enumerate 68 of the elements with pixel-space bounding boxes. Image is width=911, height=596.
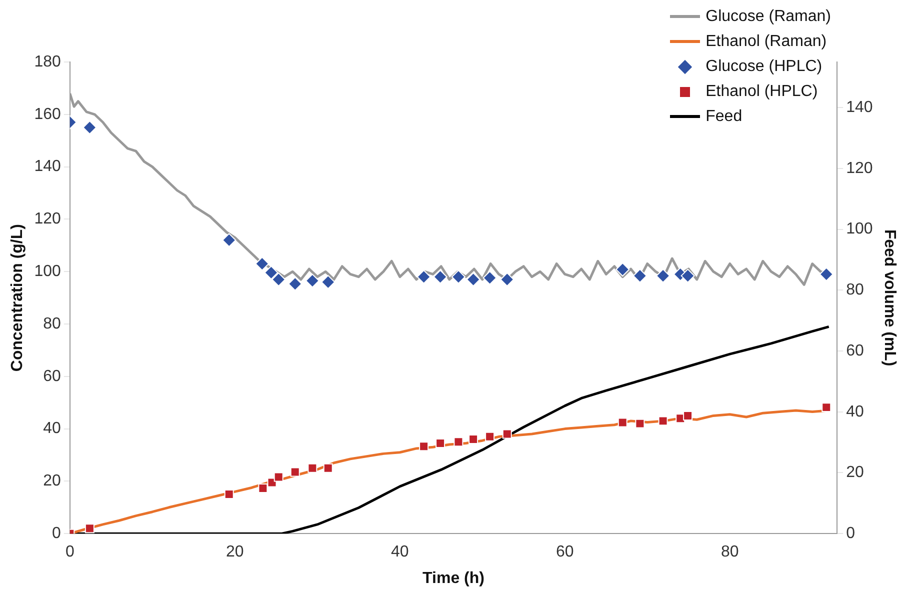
point	[635, 418, 645, 428]
point	[308, 463, 318, 473]
y2-tick-label: 40	[846, 403, 864, 420]
y2-tick-label: 120	[846, 160, 873, 177]
point	[290, 467, 300, 477]
y2-tick-label: 100	[846, 220, 873, 238]
legend-label: Glucose (HPLC)	[706, 57, 822, 77]
point	[288, 276, 302, 291]
point	[819, 267, 834, 282]
y-tick-label: 20	[43, 472, 61, 490]
y-tick-label: 0	[52, 525, 61, 542]
point	[436, 438, 446, 448]
y2-tick-label: 0	[846, 525, 856, 542]
y-tick-label: 140	[34, 158, 61, 176]
point	[274, 472, 284, 482]
point	[500, 272, 514, 286]
y2-tick-label: 80	[846, 282, 864, 299]
y-tick-label: 60	[43, 368, 61, 385]
point	[451, 270, 466, 284]
y2-tick-label: 60	[846, 342, 864, 360]
point	[305, 274, 320, 288]
x-tick-label: 40	[390, 544, 409, 561]
point	[433, 270, 448, 284]
point	[82, 120, 97, 134]
x-tick-label: 80	[720, 544, 739, 561]
y2-tick-label: 140	[846, 99, 873, 116]
point	[224, 490, 234, 500]
point	[683, 410, 693, 420]
y-tick-label: 80	[43, 315, 61, 332]
point	[321, 275, 336, 290]
point	[482, 270, 497, 285]
point	[466, 272, 480, 286]
point	[323, 463, 333, 473]
y2-axis-title: Feed volume (mL)	[880, 229, 898, 366]
point	[222, 233, 236, 248]
point	[272, 272, 286, 286]
point	[258, 484, 268, 494]
y-tick-label: 180	[34, 53, 61, 70]
legend-label: Glucose (Raman)	[706, 7, 831, 27]
x-tick-label: 0	[65, 544, 74, 561]
legend-label: Ethanol (HPLC)	[706, 82, 818, 102]
point	[84, 524, 94, 534]
y-tick-label: 160	[34, 106, 61, 123]
legend-label: Feed	[706, 107, 742, 127]
y-tick-label: 100	[34, 263, 61, 280]
point	[656, 268, 670, 283]
x-axis-title: Time (h)	[422, 570, 484, 587]
y2-tick-label: 20	[846, 464, 864, 482]
y-tick-label: 40	[43, 420, 61, 438]
point	[822, 402, 832, 412]
x-tick-label: 20	[226, 544, 244, 561]
point	[419, 442, 429, 452]
point	[616, 262, 630, 277]
point	[468, 434, 478, 444]
point	[502, 429, 512, 439]
point	[632, 268, 647, 283]
point	[454, 437, 464, 447]
point	[416, 270, 431, 284]
point	[264, 266, 278, 280]
x-tick-label: 60	[556, 544, 574, 561]
point	[485, 432, 495, 442]
point	[255, 256, 270, 271]
point	[680, 268, 695, 283]
legend-label: Ethanol (Raman)	[706, 32, 827, 52]
y-axis-title: Concentration (g/L)	[9, 224, 26, 372]
point	[658, 416, 668, 426]
y-tick-label: 120	[34, 210, 61, 228]
point	[618, 418, 628, 428]
